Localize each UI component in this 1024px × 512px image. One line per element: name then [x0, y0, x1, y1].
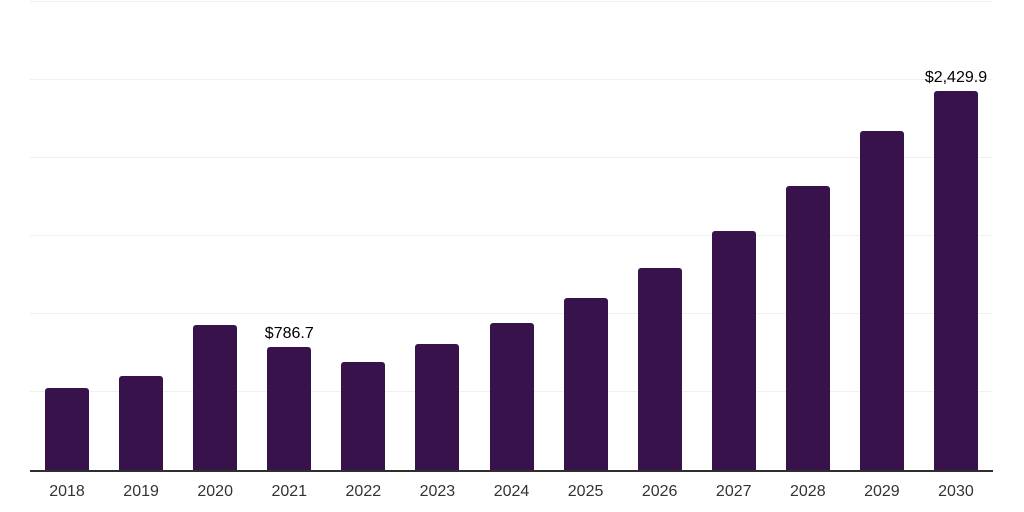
x-tick-label-2020: 2020	[197, 483, 233, 500]
bar-2028	[785, 186, 830, 470]
x-tick-label-2027: 2027	[715, 483, 752, 500]
bar-2018	[45, 388, 90, 470]
x-tick-label-2019: 2019	[123, 483, 159, 500]
x-tick-label-2029: 2029	[864, 483, 900, 500]
gridline-3000	[30, 1, 993, 2]
gridline-2500	[30, 79, 993, 80]
bar-2030	[933, 90, 978, 470]
bar-2021	[267, 347, 312, 470]
x-tick-label-2018: 2018	[49, 483, 85, 500]
gridline-1000	[30, 313, 993, 314]
gridline-1500	[30, 235, 993, 236]
x-tick-label-2030: 2030	[938, 483, 974, 500]
bar-2029	[859, 131, 904, 470]
bar-2022	[341, 361, 386, 470]
bar-2027	[711, 231, 756, 470]
bar-2020	[193, 324, 238, 470]
plot-area: 2018 2019 2020 2021 2022 2023 2024 2025 2026 2027…	[30, 1, 993, 500]
x-tick-label-2022: 2022	[345, 483, 382, 500]
bar-2023	[415, 343, 460, 470]
x-tick-label-2024: 2024	[493, 483, 530, 500]
x-tick-label-2028: 2028	[790, 483, 826, 500]
data-label-2021: $786.7	[264, 325, 314, 343]
bar-2026	[637, 267, 682, 470]
gridline-2000	[30, 157, 993, 158]
data-label-2030: $2,429.9	[924, 68, 988, 86]
x-tick-label-2025: 2025	[567, 483, 604, 500]
x-tick-label-2026: 2026	[641, 483, 678, 500]
bar-2019	[119, 376, 164, 470]
x-tick-label-2021: 2021	[271, 483, 308, 500]
x-axis-line	[30, 470, 993, 472]
x-tick-label-2023: 2023	[419, 483, 456, 500]
bar-2024	[489, 323, 534, 470]
bar-2025	[563, 298, 608, 470]
